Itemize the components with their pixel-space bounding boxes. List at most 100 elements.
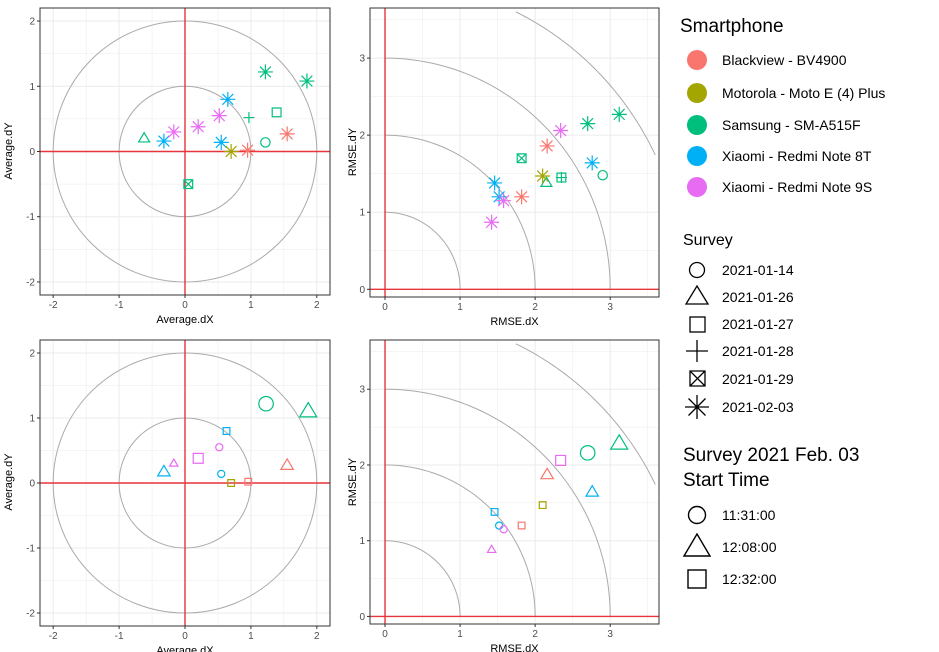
y-tick-label: 2 <box>359 460 365 471</box>
reference-arc-r1 <box>385 540 461 617</box>
x-tick-label: 0 <box>382 302 388 313</box>
data-point-asterisk <box>223 144 239 159</box>
x-tick-label: 2 <box>532 629 538 640</box>
y-tick-label: 3 <box>359 54 365 65</box>
y-tick-label: 0 <box>29 147 35 158</box>
legend-start-time-label-2: 12:08:00 <box>722 539 777 555</box>
x-tick-label: 3 <box>607 629 613 640</box>
data-point-asterisk <box>257 64 273 80</box>
x-tick-label: 0 <box>182 300 188 311</box>
x-tick-label: 1 <box>248 631 254 642</box>
y-tick-label: 3 <box>359 385 365 396</box>
data-point-square <box>271 107 282 118</box>
data-point-square <box>244 477 253 486</box>
data-point-asterisk <box>279 126 295 142</box>
x-axis-label: RMSE.dX <box>490 316 539 328</box>
data-point-square <box>555 454 567 466</box>
plot-body <box>370 8 659 297</box>
legend-survey-label-6: 2021-02-03 <box>722 399 794 415</box>
data-point-asterisk <box>553 123 569 139</box>
y-tick-label: 1 <box>29 82 35 93</box>
y-tick-label: -1 <box>26 544 35 555</box>
legend-start-time-title-line1: Survey 2021 Feb. 03 <box>683 445 859 466</box>
data-point-square <box>227 479 236 487</box>
data-point-circle <box>258 395 274 412</box>
x-tick-label: -2 <box>49 631 58 642</box>
y-tick-label: 2 <box>29 349 35 360</box>
x-tick-label: 3 <box>607 302 613 313</box>
gridlines <box>370 340 659 624</box>
data-point-square <box>222 427 231 435</box>
legend-start-time-title-line2: Start Time <box>683 470 770 491</box>
data-point-triangle <box>137 131 151 143</box>
panel-border <box>369 7 660 298</box>
plot-background <box>370 8 659 297</box>
x-axis-label: RMSE.dX <box>490 643 539 652</box>
data-point-square <box>538 501 547 510</box>
y-tick-label: 0 <box>359 612 365 623</box>
data-point-triangle <box>584 484 600 497</box>
data-point-triangle <box>539 467 555 480</box>
x-tick-label: 1 <box>457 302 463 313</box>
plot-body <box>40 8 330 295</box>
data-point-square <box>556 172 567 183</box>
data-point-circle <box>215 443 224 452</box>
data-point-asterisk <box>220 91 236 107</box>
plot-background <box>370 340 659 624</box>
reference-arc-r4 <box>515 343 656 485</box>
x-tick-label: 0 <box>182 631 188 642</box>
x-tick-label: -1 <box>115 300 124 311</box>
data-point-asterisk <box>213 134 229 150</box>
data-point-asterisk <box>484 214 500 230</box>
data-point-square <box>490 507 499 516</box>
legend-survey-title: Survey <box>683 232 733 249</box>
data-point-asterisk <box>539 138 555 154</box>
legend-start-time-label-1: 11:31:00 <box>722 507 776 523</box>
legend-survey-circle-icon <box>688 261 706 279</box>
x-tick-label: 2 <box>532 302 538 313</box>
data-point-asterisk <box>190 119 206 135</box>
legend-survey-label-4: 2021-01-28 <box>722 343 794 359</box>
reference-arc-r3 <box>385 388 611 617</box>
legend-start-time-circle-icon <box>687 505 707 525</box>
data-point-triangle <box>298 401 318 418</box>
data-point-asterisk <box>535 168 551 184</box>
data-point-asterisk <box>299 73 315 89</box>
data-point-asterisk <box>580 116 596 132</box>
legend-smartphone-label-1: Blackview - BV4900 <box>722 52 847 68</box>
legend-survey-triangle-icon <box>684 284 710 305</box>
y-tick-label: -2 <box>26 609 35 620</box>
data-points <box>484 106 627 230</box>
y-axis-label: RMSE.dY <box>347 457 359 506</box>
data-point-circle <box>217 469 226 479</box>
legend-start-time-label-3: 12:32:00 <box>722 571 777 587</box>
reference-arc-r4 <box>515 11 656 156</box>
x-tick-label: 1 <box>457 629 463 640</box>
data-point-boxx <box>516 153 527 164</box>
legend-start-time-keys <box>682 505 712 589</box>
x-tick-label: 2 <box>314 631 320 642</box>
data-point-circle <box>499 525 508 534</box>
legend-smartphone-label-3: Samsung - SM-A515F <box>722 117 861 133</box>
y-tick-label: 2 <box>359 131 365 142</box>
legend-smartphone-label-4: Xiaomi - Redmi Note 8T <box>722 148 872 164</box>
legend-survey-boxx-icon <box>689 370 706 387</box>
legend-survey-label-2: 2021-01-26 <box>722 289 794 305</box>
plot-body <box>370 340 659 624</box>
data-point-circle <box>260 137 271 148</box>
data-point-triangle <box>156 464 172 477</box>
y-axis-label: Average.dY <box>3 453 15 511</box>
y-tick-label: 1 <box>359 208 365 219</box>
y-tick-label: 2 <box>29 17 35 28</box>
data-point-triangle <box>539 175 553 188</box>
data-point-triangle <box>168 457 180 467</box>
data-point-circle <box>597 169 608 181</box>
legend-start-time-square-icon <box>687 569 707 589</box>
legend-smartphone-title: Smartphone <box>680 16 784 37</box>
legend: Smartphone Blackview - BV4900 Motorola -… <box>680 16 885 589</box>
legend-survey-label-3: 2021-01-27 <box>722 316 794 332</box>
legend-survey-square-icon <box>689 316 706 333</box>
legend-smartphone-key-4 <box>687 146 707 166</box>
data-point-asterisk <box>211 108 227 124</box>
panel-border <box>369 339 660 625</box>
